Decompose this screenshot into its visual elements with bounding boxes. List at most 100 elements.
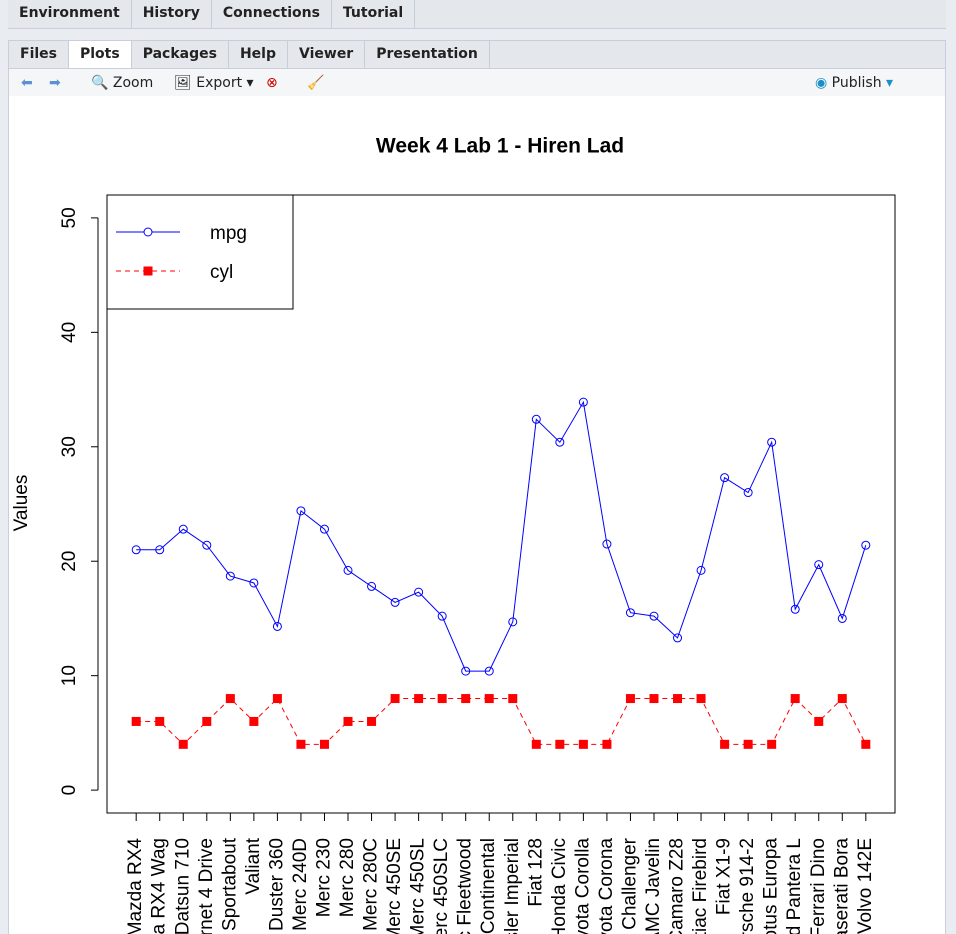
y-tick-label: 30 bbox=[59, 436, 80, 457]
point bbox=[720, 473, 730, 483]
forward-arrow[interactable]: ➡ bbox=[49, 75, 61, 91]
point bbox=[696, 565, 706, 575]
export-button[interactable]: 🖼 Export ▾ bbox=[174, 75, 254, 91]
point bbox=[225, 571, 235, 581]
point bbox=[767, 739, 777, 749]
zoom-label: Zoom bbox=[112, 75, 154, 91]
point bbox=[461, 666, 471, 676]
point bbox=[767, 437, 777, 447]
legend-label: cyl bbox=[210, 262, 233, 283]
point bbox=[414, 587, 424, 597]
x-tick-label: Ferrari Dino bbox=[808, 838, 829, 934]
tab[interactable]: History bbox=[132, 0, 212, 28]
point bbox=[696, 694, 706, 704]
point bbox=[272, 621, 282, 631]
x-tick-label: AMC Javelin bbox=[643, 838, 664, 934]
tab[interactable]: Plots bbox=[69, 41, 132, 68]
point bbox=[414, 694, 424, 704]
tab[interactable]: Viewer bbox=[288, 41, 366, 68]
y-tick-label: 40 bbox=[59, 322, 80, 343]
tab[interactable]: Help bbox=[229, 41, 288, 68]
x-tick-label: Chrysler Imperial bbox=[502, 838, 523, 934]
point bbox=[202, 716, 212, 726]
y-tick-label: 0 bbox=[59, 785, 80, 796]
x-tick-label: Fiat 128 bbox=[525, 838, 546, 907]
point bbox=[837, 694, 847, 704]
point bbox=[720, 739, 730, 749]
tab[interactable]: Packages bbox=[132, 41, 229, 68]
x-tick-label: Lincoln Continental bbox=[478, 838, 499, 934]
x-tick-label: Merc 450SE bbox=[384, 838, 405, 934]
point bbox=[743, 488, 753, 498]
point bbox=[296, 506, 306, 516]
x-tick-label: Honda Civic bbox=[549, 838, 570, 934]
tab[interactable]: Files bbox=[9, 41, 69, 68]
top-tabs: Environment History Connections Tutorial bbox=[8, 0, 946, 29]
point bbox=[861, 739, 871, 749]
point bbox=[484, 694, 494, 704]
point bbox=[649, 694, 659, 704]
point bbox=[814, 716, 824, 726]
tab[interactable]: Environment bbox=[8, 0, 132, 28]
x-tick-label: Ford Pantera L bbox=[784, 838, 805, 934]
x-tick-label: Merc 230 bbox=[313, 838, 334, 917]
y-tick-label: 50 bbox=[59, 207, 80, 228]
x-tick-label: Mazda RX4 bbox=[125, 838, 146, 934]
y-axis-label: Values bbox=[11, 475, 32, 532]
back-arrow[interactable]: ⬅ bbox=[21, 75, 33, 91]
point bbox=[790, 694, 800, 704]
x-tick-label: Fiat X1-9 bbox=[714, 838, 735, 915]
point bbox=[578, 739, 588, 749]
point bbox=[508, 617, 518, 627]
point bbox=[602, 539, 612, 549]
remove-plot[interactable]: ⊗ bbox=[266, 75, 278, 91]
chart-title: Week 4 Lab 1 - Hiren Lad bbox=[376, 135, 624, 158]
x-tick-label: Hornet Sportabout bbox=[219, 837, 240, 934]
point bbox=[367, 581, 377, 591]
point bbox=[319, 524, 329, 534]
x-tick-label: Cadillac Fleetwood bbox=[455, 838, 476, 934]
point bbox=[508, 694, 518, 704]
y-tick-label: 20 bbox=[59, 551, 80, 572]
point bbox=[390, 694, 400, 704]
point bbox=[131, 716, 141, 726]
clear-plots[interactable]: 🧹 bbox=[307, 75, 325, 91]
point bbox=[861, 540, 871, 550]
point bbox=[673, 694, 683, 704]
zoom-button[interactable]: 🔍 Zoom bbox=[91, 75, 154, 91]
x-tick-label: Volvo 142E bbox=[855, 838, 876, 934]
point bbox=[202, 540, 212, 550]
point bbox=[178, 739, 188, 749]
y-tick-label: 10 bbox=[59, 665, 80, 686]
point bbox=[343, 565, 353, 575]
tab[interactable]: Tutorial bbox=[332, 0, 416, 28]
publish-label: Publish bbox=[831, 75, 882, 91]
x-tick-label: Merc 280C bbox=[361, 838, 382, 931]
point bbox=[649, 611, 659, 621]
export-label: Export bbox=[196, 75, 243, 91]
x-tick-label: Datsun 710 bbox=[172, 838, 193, 934]
point bbox=[155, 716, 165, 726]
point bbox=[814, 560, 824, 570]
tab[interactable]: Presentation bbox=[365, 41, 490, 68]
point bbox=[555, 739, 565, 749]
point bbox=[437, 694, 447, 704]
point bbox=[272, 694, 282, 704]
legend-marker bbox=[143, 227, 153, 237]
point bbox=[578, 397, 588, 407]
point bbox=[743, 739, 753, 749]
plot-toolbar: ⬅ ➡ 🔍 Zoom 🖼 Export ▾ ⊗ 🧹 ◉ Publish ▾ bbox=[8, 68, 946, 97]
publish-button[interactable]: ◉ Publish ▾ bbox=[815, 75, 894, 91]
x-tick-label: Merc 450SLC bbox=[431, 838, 452, 934]
tab[interactable]: Connections bbox=[212, 0, 332, 28]
x-tick-label: Toyota Corona bbox=[596, 838, 617, 934]
x-tick-label: Pontiac Firebird bbox=[690, 838, 711, 934]
x-tick-label: Valiant bbox=[243, 837, 264, 894]
point bbox=[249, 578, 259, 588]
point bbox=[319, 739, 329, 749]
x-tick-label: Hornet 4 Drive bbox=[196, 838, 217, 934]
point bbox=[555, 437, 565, 447]
legend-box bbox=[106, 194, 294, 310]
